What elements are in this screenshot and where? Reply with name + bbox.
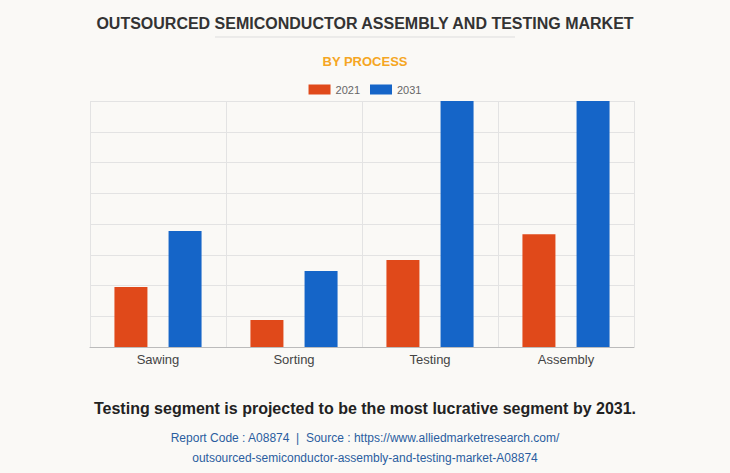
svg-text:Testing: Testing — [409, 352, 450, 367]
svg-text:Testing segment is projected t: Testing segment is projected to be the m… — [94, 400, 636, 417]
svg-text:2031: 2031 — [397, 84, 421, 96]
svg-text:Sorting: Sorting — [273, 352, 314, 367]
svg-text:Assembly: Assembly — [538, 352, 595, 367]
svg-text:Sawing: Sawing — [137, 352, 180, 367]
svg-text:outsourced-semiconductor-assem: outsourced-semiconductor-assembly-and-te… — [192, 451, 538, 465]
svg-text:BY PROCESS: BY PROCESS — [322, 54, 407, 69]
svg-text:2021: 2021 — [336, 84, 360, 96]
svg-text:OUTSOURCED SEMICONDUCTOR ASSEM: OUTSOURCED SEMICONDUCTOR ASSEMBLY AND TE… — [96, 15, 633, 32]
svg-text:Report Code : A08874 | Sourc: Report Code : A08874 | Source : https://… — [171, 431, 560, 445]
